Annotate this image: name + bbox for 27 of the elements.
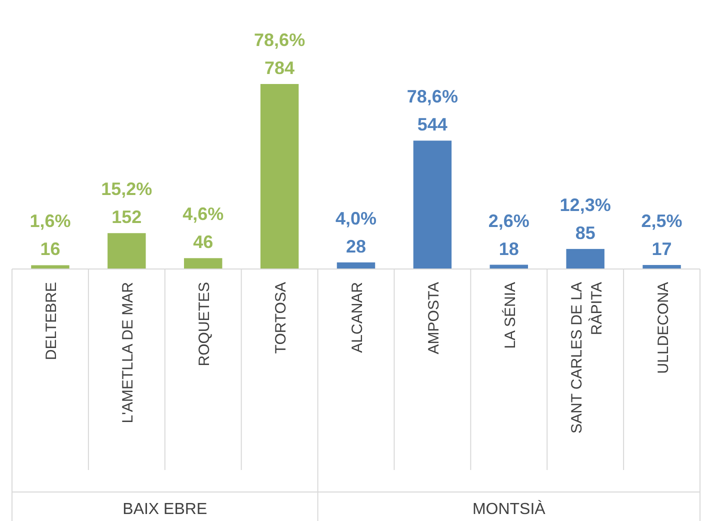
x-tick-label: DELTEBRE xyxy=(43,282,60,360)
bar xyxy=(336,262,376,269)
bar xyxy=(260,84,299,269)
x-tick-label: L'AMETLLA DE MAR xyxy=(120,282,137,424)
data-label: 15,2% 152 xyxy=(101,179,152,228)
text: BAIX EBRE xyxy=(122,501,208,518)
bar xyxy=(413,140,452,269)
x-tick-label: ROQUETES xyxy=(196,282,214,366)
x-tick-label: TORTOSA xyxy=(272,282,290,354)
data-label: 2,6% 18 xyxy=(488,210,530,259)
x-tick-label: LA SÉNIA xyxy=(500,282,519,349)
data-label: 12,3% 85 xyxy=(560,194,611,243)
bar xyxy=(108,233,146,269)
data-label: 78,6% 544 xyxy=(406,86,458,135)
bar xyxy=(184,258,222,269)
data-label: 78,6% 784 xyxy=(254,30,306,78)
x-tick-label: ALCANAR xyxy=(349,282,366,353)
data-label: 1,6% 16 xyxy=(30,211,71,260)
data-label: 4,0% 28 xyxy=(335,208,377,256)
data-label: 4,6% 46 xyxy=(182,204,224,252)
bar xyxy=(566,248,604,269)
bar xyxy=(31,265,70,269)
x-tick-label: SANT CARLES DE LA RÀPITA xyxy=(568,282,606,434)
text: MONTSIÀ xyxy=(472,500,546,518)
data-label: 2,5% 17 xyxy=(641,210,682,259)
x-tick-label: AMPOSTA xyxy=(425,282,442,354)
x-tick-label: ULLDECONA xyxy=(654,282,672,374)
